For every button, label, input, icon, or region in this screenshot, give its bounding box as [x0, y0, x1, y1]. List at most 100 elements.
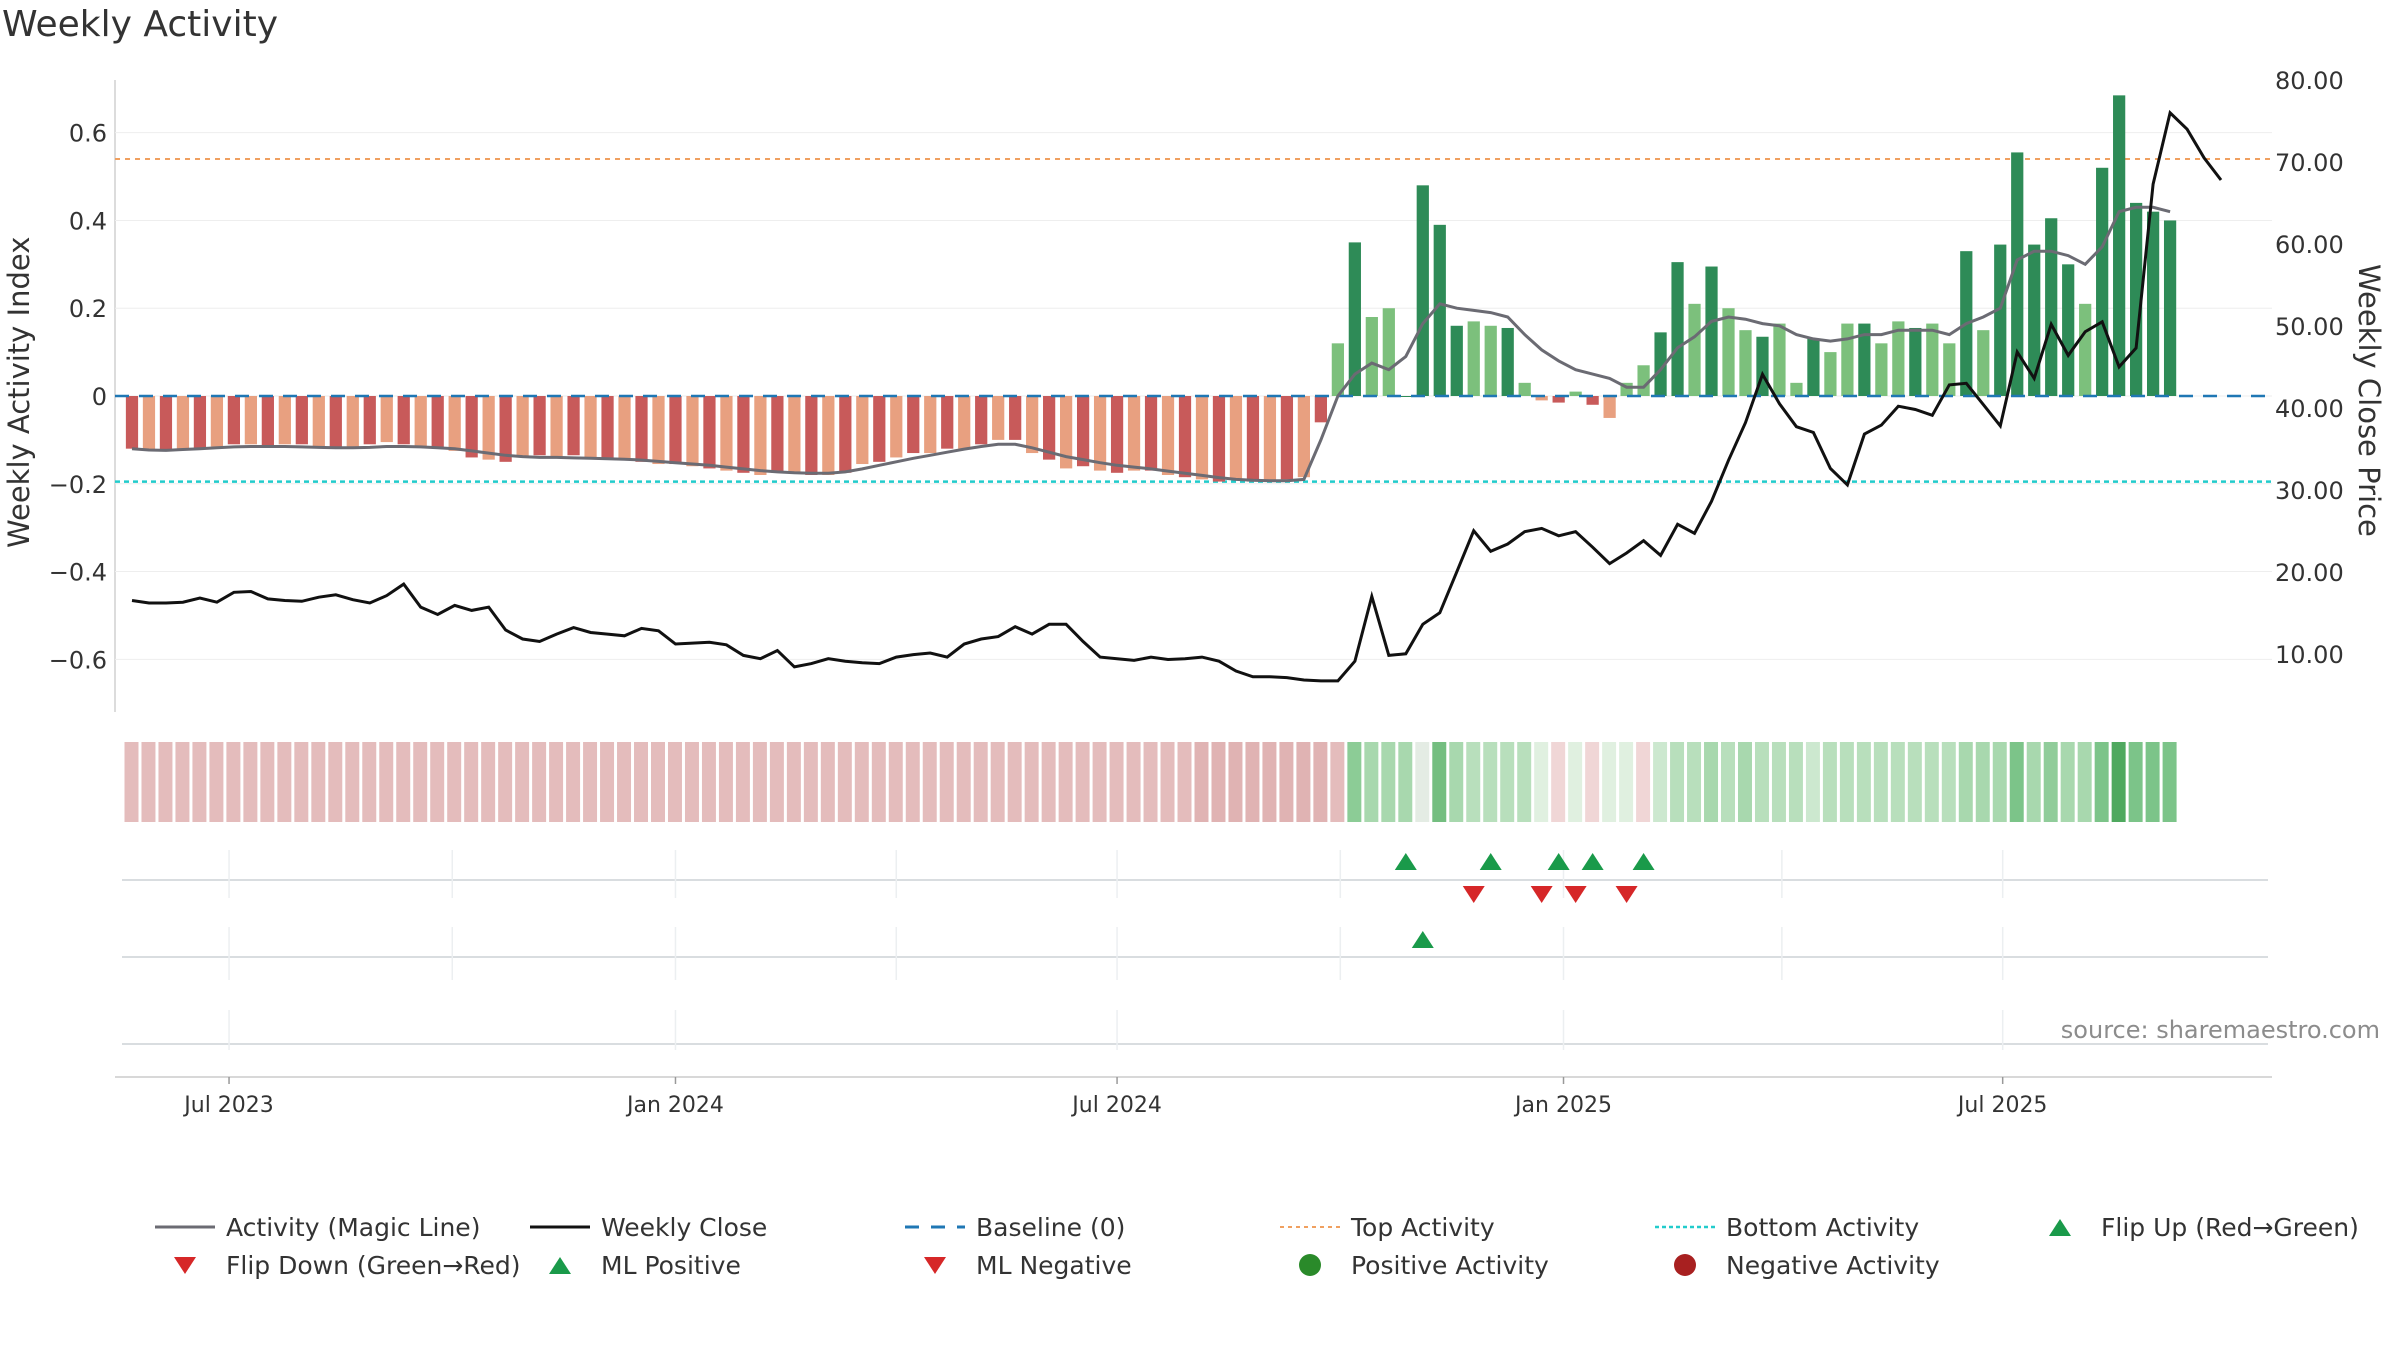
activity-bar-positive [1501, 327, 1514, 396]
heat-strip-cell [311, 742, 326, 822]
y-axis-right-label: Weekly Close Price [2352, 264, 2386, 537]
activity-bar-positive [1875, 343, 1888, 396]
heat-strip-cell [549, 742, 564, 822]
activity-bar-negative [754, 396, 767, 475]
activity-bar-negative [329, 396, 342, 449]
heat-strip-cell [1177, 742, 1192, 822]
activity-bar-negative [1263, 396, 1277, 482]
heat-strip-cell [1771, 742, 1786, 822]
activity-bar-negative [499, 396, 512, 462]
heat-strip-cell [413, 742, 428, 822]
flip-up-marker [1394, 853, 1417, 870]
heat-strip-cell [1279, 742, 1294, 822]
heat-strip-cell [566, 742, 581, 822]
heat-strip-cell [905, 742, 920, 822]
activity-bar-positive [1382, 308, 1395, 396]
heat-strip-cell [1007, 742, 1022, 822]
heat-strip-cell [1262, 742, 1277, 822]
activity-bar-positive [1807, 338, 1820, 396]
activity-bar-positive [2146, 211, 2160, 396]
y-tick-right-label: 60.00 [2275, 231, 2344, 259]
activity-bar-negative [618, 396, 631, 460]
activity-bar-negative [1552, 396, 1565, 403]
heat-strip-cell [1330, 742, 1345, 822]
heat-strip-cell [973, 742, 988, 822]
activity-bar-negative [533, 396, 546, 456]
heat-strip-cell [583, 742, 598, 822]
heat-strip-cell [141, 742, 156, 822]
legend-swatch-bottom [1655, 1225, 1715, 1229]
activity-bar-negative [635, 396, 648, 462]
activity-bar-negative [1026, 396, 1039, 454]
heat-strip-cell [888, 742, 903, 822]
heat-strip-cell [498, 742, 513, 822]
activity-bar-positive [2028, 244, 2041, 396]
legend-swatch-posdot [1299, 1254, 1321, 1276]
legend-item-baseline: Baseline (0) [900, 1208, 1125, 1246]
heat-strip-cell [2162, 742, 2177, 822]
activity-bar-positive [1688, 303, 1701, 396]
activity-bar-negative [686, 396, 699, 467]
y-tick-right-label: 80.00 [2275, 67, 2344, 95]
x-tick-label: Jul 2025 [1956, 1093, 2048, 1118]
heat-strip-cell [1432, 742, 1447, 822]
heat-strip-cell [1466, 742, 1481, 822]
heat-strip-cell [1364, 742, 1379, 822]
activity-bar-negative [1060, 396, 1073, 469]
y-tick-right-label: 30.00 [2275, 477, 2344, 505]
heat-strip-cell [1941, 742, 1956, 822]
heat-strip-cell [1517, 742, 1532, 822]
y-tick-right-label: 50.00 [2275, 313, 2344, 341]
legend-label: Flip Up (Red→Green) [2101, 1212, 2359, 1242]
heat-strip-cell [481, 742, 496, 822]
heat-strip-cell [1211, 742, 1226, 822]
activity-bar-negative [516, 396, 529, 458]
activity-bar-positive [1450, 325, 1463, 396]
heat-strip-cell [1602, 742, 1617, 822]
heat-strip-cell [1721, 742, 1735, 822]
activity-bar-negative [771, 396, 784, 473]
activity-bar-positive [1824, 352, 1837, 396]
heat-strip-cell [1975, 742, 1990, 822]
flip-up-marker [1547, 853, 1570, 870]
activity-bar-positive [1654, 332, 1667, 396]
heat-strip-cell [1143, 742, 1158, 822]
legend-swatch-top [1280, 1226, 1340, 1228]
activity-bar-negative [227, 396, 241, 445]
heat-strip-cell [735, 742, 750, 822]
heat-strip-cell [2145, 742, 2160, 822]
legend-swatch-magic [155, 1225, 215, 1229]
activity-bar-positive [1399, 396, 1412, 397]
heat-strip-cell [430, 742, 445, 822]
legend-label: Negative Activity [1726, 1250, 1940, 1280]
y-tick-left-label: 0.4 [69, 207, 107, 235]
legend-label: Positive Activity [1351, 1250, 1549, 1280]
heat-strip-cell [1075, 742, 1090, 822]
flip-down-marker [1615, 886, 1638, 903]
activity-bar-negative [1076, 396, 1090, 467]
activity-bar-negative [414, 396, 427, 447]
flip-down-marker [1564, 886, 1587, 903]
heat-strip-cell [1890, 742, 1905, 822]
heat-strip-cell [328, 742, 343, 822]
legend-label: Flip Down (Green→Red) [226, 1250, 521, 1280]
heat-strip-cell [1381, 742, 1396, 822]
activity-bar-positive [1773, 323, 1786, 396]
activity-bar-negative [346, 396, 359, 447]
activity-bar-negative [805, 396, 818, 475]
activity-bar-negative [1110, 396, 1124, 473]
legend-item-negdot: Negative Activity [1650, 1246, 1940, 1284]
heat-strip-cell [1754, 742, 1769, 822]
heat-strip-cell [718, 742, 733, 822]
heat-strip-cell [1024, 742, 1039, 822]
activity-bar-negative [1246, 396, 1260, 482]
heat-strip-cell [667, 742, 682, 822]
activity-bar-positive [1467, 321, 1480, 396]
heat-strip-cell [243, 742, 258, 822]
legend-item-top: Top Activity [1275, 1208, 1495, 1246]
flip-down-marker [1462, 886, 1485, 903]
flip-down-marker [1530, 886, 1553, 903]
heat-strip-cell [1670, 742, 1685, 822]
weekly-close-series [131, 109, 2223, 683]
activity-bar-negative [873, 396, 886, 462]
